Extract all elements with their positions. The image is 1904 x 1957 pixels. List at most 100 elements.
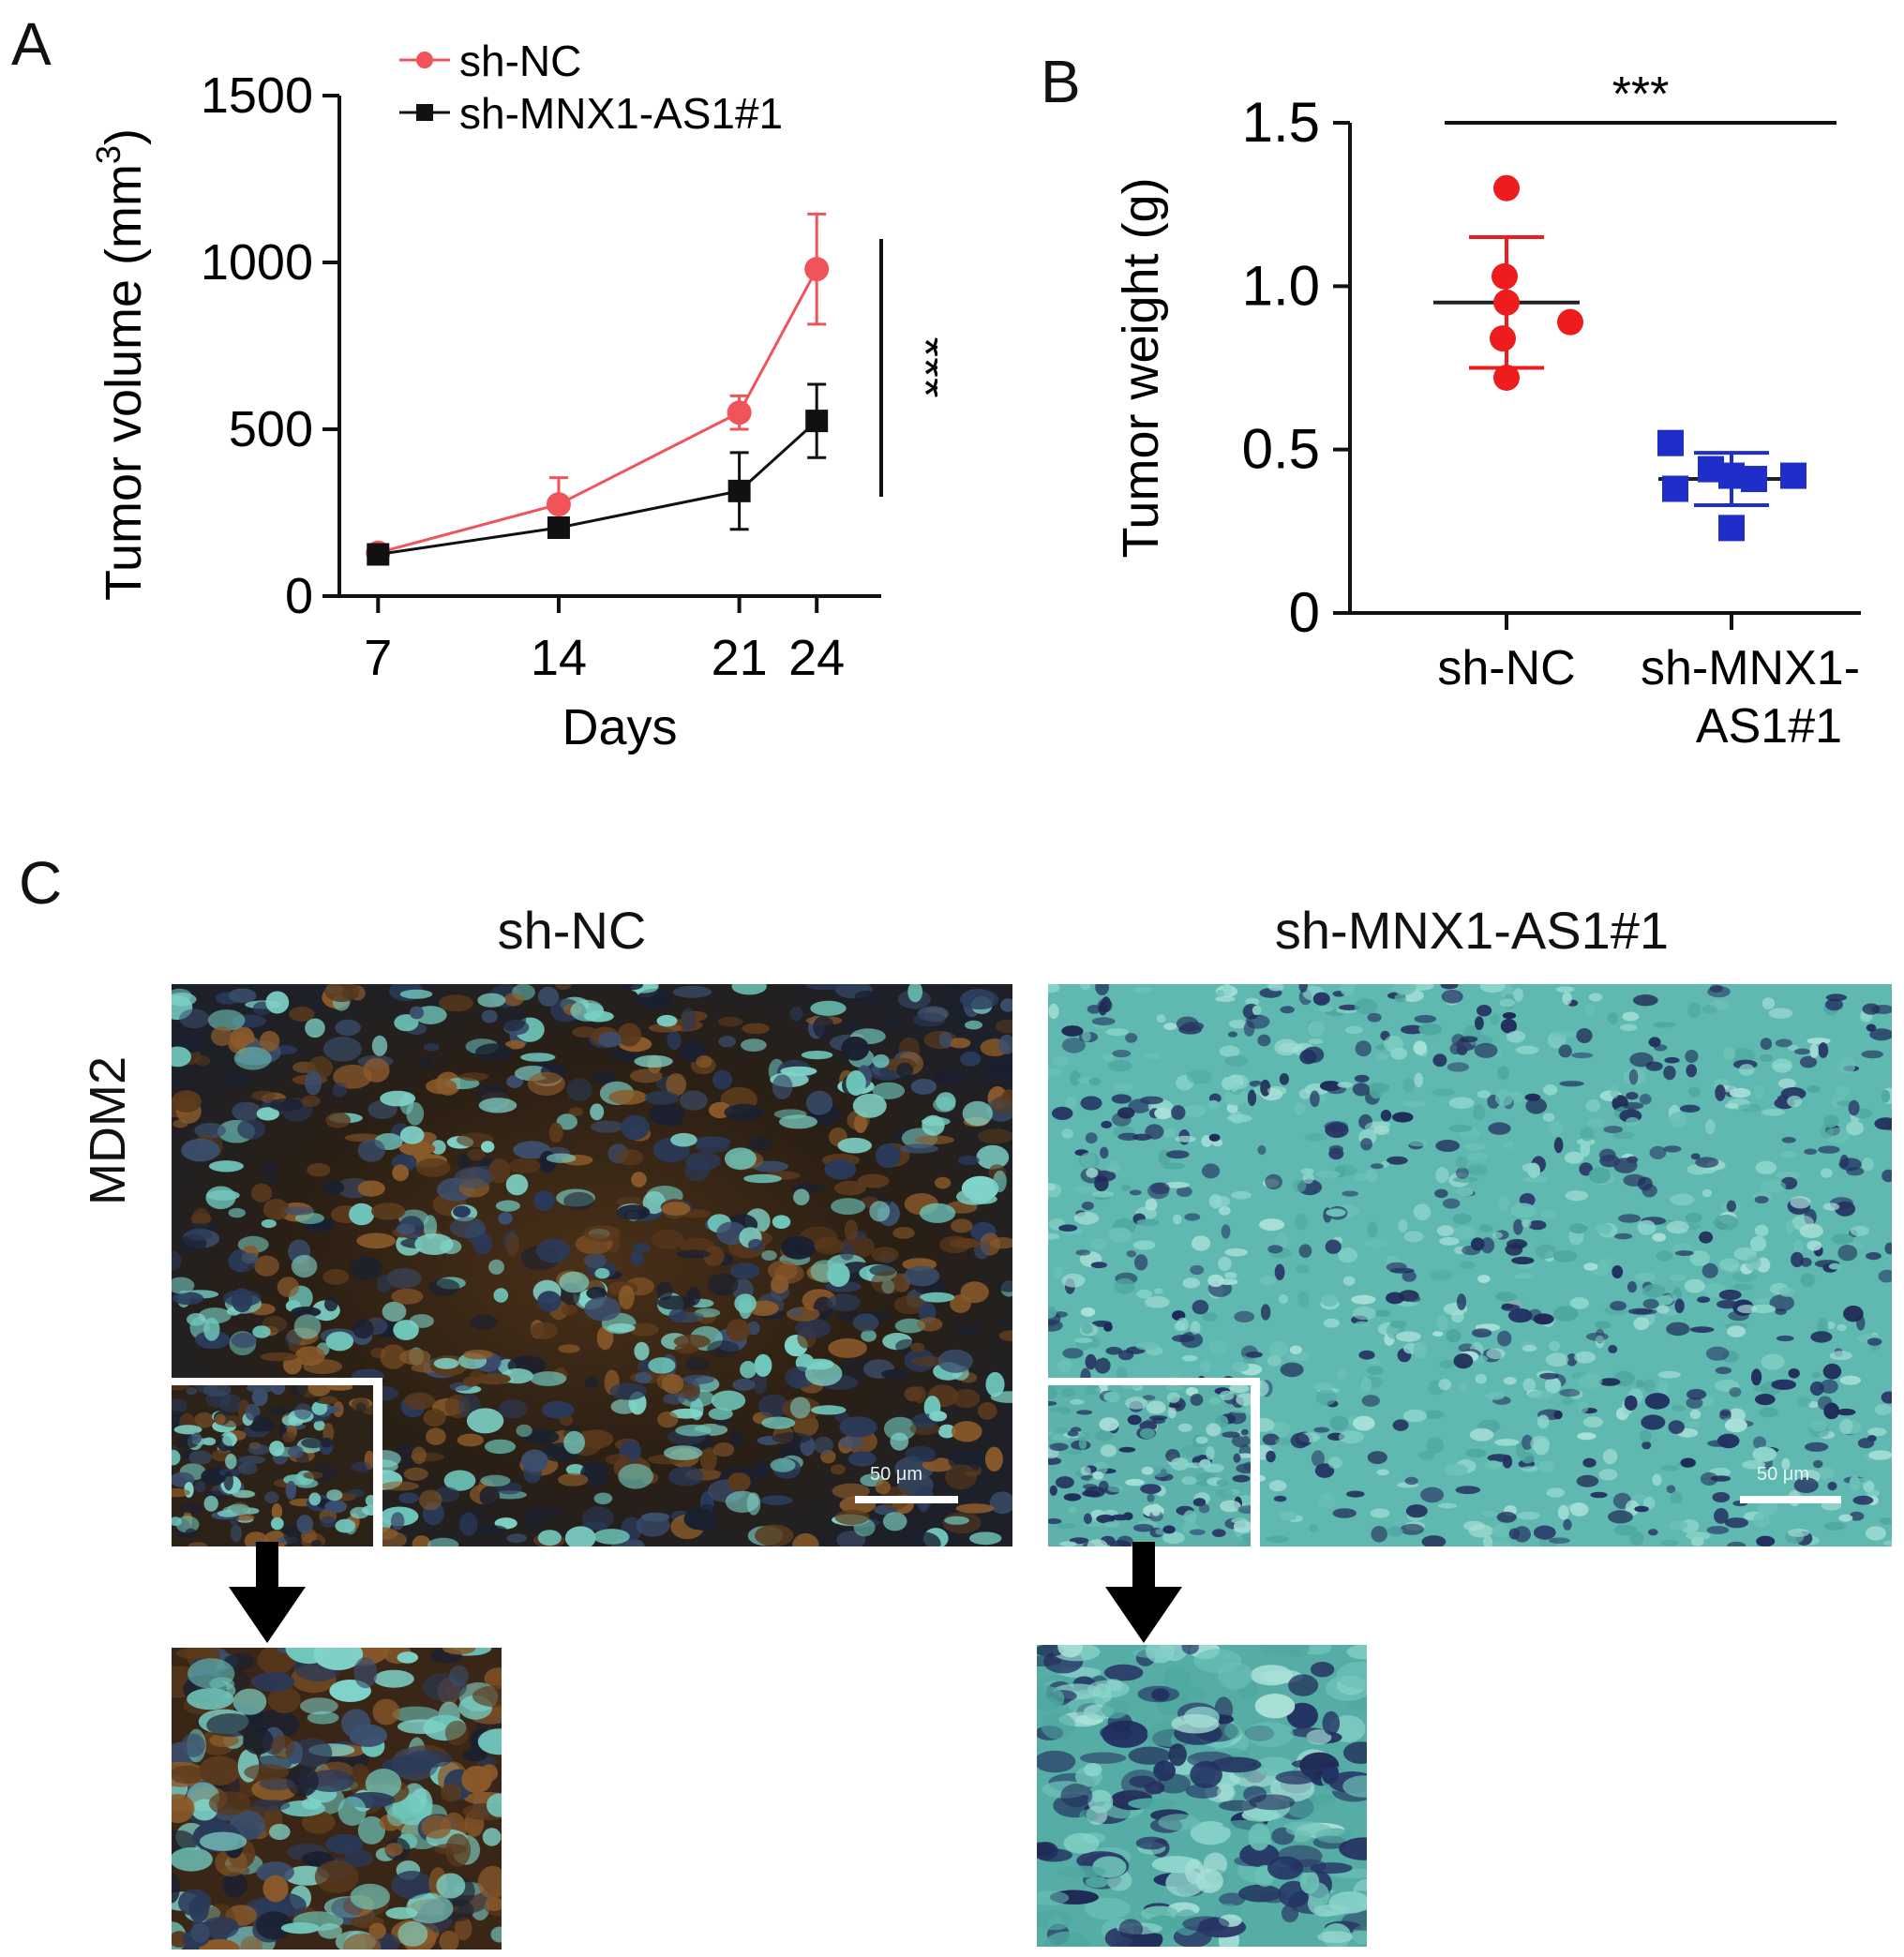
tissue-texture	[1048, 1068, 1062, 1077]
tissue-texture	[357, 1138, 385, 1162]
tissue-texture	[1527, 1162, 1540, 1178]
tissue-texture	[466, 1408, 504, 1434]
tissue-texture	[1612, 1131, 1634, 1140]
tissue-texture	[896, 1062, 914, 1079]
tissue-texture	[1776, 1172, 1801, 1179]
ihc-zoom-sh-mnx1-as1	[1037, 1645, 1367, 1947]
tissue-texture	[1603, 1126, 1624, 1134]
tissue-texture	[1781, 1457, 1791, 1471]
tissue-texture	[1181, 1022, 1205, 1031]
tissue-texture	[1048, 984, 1060, 993]
tumor-volume-chart: 0 500 1000 1500 7 14 21 24 Days Tumor volume (mm3…	[89, 37, 937, 755]
tissue-texture	[1354, 1074, 1370, 1083]
tissue-texture	[1717, 1299, 1739, 1309]
tissue-texture	[1866, 1252, 1882, 1261]
tissue-texture	[225, 1074, 247, 1084]
tissue-texture	[238, 1462, 258, 1475]
tissue-texture	[1745, 1255, 1762, 1271]
tissue-texture	[1228, 1019, 1248, 1029]
tissue-texture	[1358, 1350, 1375, 1360]
tissue-texture	[675, 1424, 712, 1437]
tissue-texture	[1105, 1164, 1121, 1173]
tissue-texture	[1295, 1213, 1308, 1231]
tissue-texture	[564, 1526, 596, 1546]
tissue-texture	[1455, 1167, 1469, 1179]
tissue-texture	[209, 1733, 239, 1747]
tissue-texture	[373, 1669, 414, 1688]
tissue-texture	[1792, 1215, 1815, 1231]
tissue-texture	[1543, 1084, 1558, 1096]
tissue-texture	[1087, 1539, 1108, 1546]
data-point	[1493, 364, 1520, 391]
tissue-texture	[1254, 1694, 1296, 1719]
tissue-texture	[875, 1480, 891, 1495]
tissue-texture	[1037, 1890, 1070, 1905]
tissue-texture	[282, 1431, 296, 1442]
tissue-texture	[1796, 1397, 1811, 1408]
tissue-texture	[1446, 1328, 1462, 1343]
y-tick-label: 1500	[201, 67, 313, 124]
tissue-texture	[1624, 1395, 1638, 1411]
tissue-texture	[1738, 1064, 1755, 1076]
tissue-texture	[1132, 1523, 1154, 1532]
tissue-texture	[1642, 1284, 1666, 1298]
tissue-texture	[1234, 1855, 1269, 1867]
tissue-texture	[256, 1107, 279, 1121]
tissue-texture	[748, 1136, 773, 1151]
tissue-texture	[1492, 1523, 1509, 1538]
tissue-texture	[289, 1007, 315, 1022]
y-tick-label: 1000	[201, 234, 313, 291]
tissue-texture	[1052, 1106, 1073, 1120]
tissue-texture	[1623, 1173, 1646, 1187]
tissue-texture	[231, 1333, 257, 1349]
tissue-texture	[1150, 1466, 1170, 1478]
tissue-texture	[656, 1281, 673, 1300]
tissue-texture	[172, 1292, 204, 1306]
tissue-texture	[1234, 1310, 1255, 1322]
tissue-texture	[1118, 1919, 1144, 1939]
tissue-texture	[1129, 1775, 1157, 1788]
scale-bar-label-sh-nc: 50 μm	[870, 1464, 922, 1485]
data-point	[727, 400, 752, 426]
tissue-texture	[1067, 1430, 1079, 1437]
tissue-texture	[636, 1514, 670, 1537]
tissue-texture	[1660, 1539, 1679, 1546]
tissue-texture	[1087, 1789, 1114, 1814]
tissue-texture	[760, 1495, 793, 1505]
tissue-texture	[442, 1648, 476, 1655]
tissue-texture	[1048, 1385, 1057, 1400]
tissue-texture	[1085, 1385, 1102, 1396]
tissue-texture	[1482, 1535, 1493, 1546]
tissue-texture	[1287, 1352, 1311, 1362]
tissue-texture	[301, 1811, 336, 1834]
tissue-texture	[203, 1317, 220, 1341]
tissue-texture	[172, 1090, 202, 1113]
tissue-texture	[484, 1439, 517, 1455]
tissue-texture	[1171, 1105, 1186, 1120]
tissue-texture	[1259, 1218, 1285, 1232]
tissue-texture	[251, 1090, 277, 1101]
tissue-texture	[355, 1402, 367, 1412]
tissue-texture	[1750, 1304, 1776, 1314]
tissue-texture	[194, 1123, 226, 1139]
tissue-texture	[1779, 1151, 1797, 1158]
tissue-texture	[695, 1141, 729, 1154]
tissue-texture	[1598, 1469, 1618, 1481]
tissue-texture	[839, 1435, 863, 1450]
tissue-texture	[1310, 1090, 1320, 1108]
tissue-texture	[1199, 1458, 1211, 1469]
tissue-texture	[454, 1917, 472, 1941]
tissue-texture	[1259, 1275, 1277, 1286]
tissue-texture	[1460, 1036, 1478, 1043]
tissue-texture	[1753, 1436, 1766, 1449]
tissue-texture	[228, 988, 257, 1003]
tissue-texture	[608, 1089, 648, 1105]
tissue-texture	[1158, 1814, 1200, 1831]
tissue-texture	[1186, 1068, 1212, 1084]
tissue-texture	[1835, 1085, 1851, 1097]
tissue-texture	[368, 1922, 386, 1939]
tissue-texture	[555, 984, 572, 990]
tissue-texture	[1666, 1322, 1690, 1337]
tissue-texture	[912, 1012, 947, 1027]
tissue-texture	[1761, 1109, 1786, 1116]
